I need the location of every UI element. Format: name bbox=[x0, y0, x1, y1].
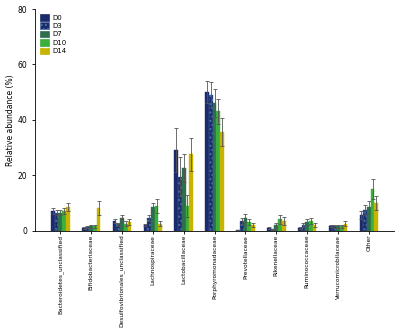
Bar bbox=[55, 212, 58, 230]
Bar bbox=[128, 222, 131, 230]
Bar bbox=[144, 225, 147, 230]
Bar bbox=[62, 211, 66, 230]
Bar bbox=[51, 211, 55, 230]
Bar bbox=[374, 203, 378, 230]
Bar bbox=[340, 226, 344, 230]
Bar bbox=[240, 221, 244, 230]
Bar bbox=[113, 221, 116, 230]
Bar bbox=[155, 205, 158, 230]
Bar bbox=[302, 225, 305, 230]
Bar bbox=[298, 228, 302, 230]
Bar bbox=[363, 210, 367, 230]
Bar bbox=[93, 226, 97, 230]
Bar bbox=[147, 218, 151, 230]
Bar bbox=[329, 226, 332, 230]
Bar bbox=[282, 221, 286, 230]
Bar bbox=[309, 221, 313, 230]
Bar bbox=[86, 227, 89, 230]
Bar bbox=[336, 226, 340, 230]
Bar bbox=[305, 222, 309, 230]
Bar bbox=[371, 189, 374, 230]
Bar bbox=[332, 226, 336, 230]
Bar bbox=[178, 176, 182, 230]
Bar bbox=[97, 208, 100, 230]
Legend: D0, D3, D7, D10, D14: D0, D3, D7, D10, D14 bbox=[38, 13, 68, 56]
Bar bbox=[124, 223, 128, 230]
Bar bbox=[344, 223, 347, 230]
Bar bbox=[367, 207, 371, 230]
Bar bbox=[360, 215, 363, 230]
Y-axis label: Relative abundance (%): Relative abundance (%) bbox=[6, 74, 14, 166]
Bar bbox=[220, 132, 224, 230]
Bar bbox=[205, 92, 209, 230]
Bar bbox=[189, 155, 193, 230]
Bar bbox=[151, 207, 155, 230]
Bar bbox=[271, 229, 274, 230]
Bar bbox=[313, 225, 316, 230]
Bar bbox=[174, 150, 178, 230]
Bar bbox=[186, 205, 189, 230]
Bar bbox=[274, 225, 278, 230]
Bar bbox=[251, 225, 255, 230]
Bar bbox=[66, 207, 70, 230]
Bar bbox=[58, 212, 62, 230]
Bar bbox=[182, 168, 186, 230]
Bar bbox=[158, 223, 162, 230]
Bar bbox=[278, 219, 282, 230]
Bar bbox=[116, 224, 120, 230]
Bar bbox=[120, 218, 124, 230]
Bar bbox=[216, 112, 220, 230]
Bar bbox=[89, 226, 93, 230]
Bar bbox=[244, 218, 247, 230]
Bar bbox=[213, 103, 216, 230]
Bar bbox=[267, 228, 271, 230]
Bar bbox=[209, 95, 213, 230]
Bar bbox=[247, 222, 251, 230]
Bar bbox=[82, 228, 86, 230]
